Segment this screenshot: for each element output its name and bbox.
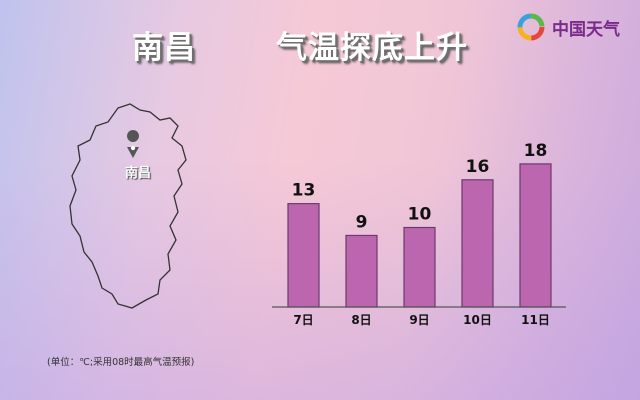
x-tick-label: 7日 [293, 313, 313, 327]
x-tick-label: 10日 [463, 313, 492, 327]
bar-9日 [403, 226, 436, 308]
x-tick-label: 11日 [521, 313, 550, 327]
map-city-label: 南昌 [125, 166, 152, 181]
data-label: 16 [466, 157, 490, 177]
bar-11日 [519, 163, 552, 308]
logo: 中国天气 [516, 12, 620, 42]
logo-swirl-icon [517, 13, 545, 41]
bar-8日 [345, 234, 378, 308]
x-tick-label: 8日 [351, 313, 371, 327]
x-tick-label: 9日 [409, 313, 429, 327]
data-label: 10 [408, 205, 432, 225]
data-label: 13 [292, 181, 316, 201]
headline: 气温探底上升 [276, 30, 468, 66]
footnote: (单位：℃;采用08时最高气温预报) [47, 357, 195, 368]
logo-text: 中国天气 [552, 19, 620, 40]
province-map-outline [69, 103, 187, 309]
data-label: 18 [524, 141, 548, 161]
bar-7日 [287, 203, 320, 308]
city-title: 南昌 [132, 30, 196, 66]
data-label: 9 [356, 212, 368, 232]
location-pin-icon [127, 130, 140, 158]
bar-10日 [461, 179, 494, 308]
